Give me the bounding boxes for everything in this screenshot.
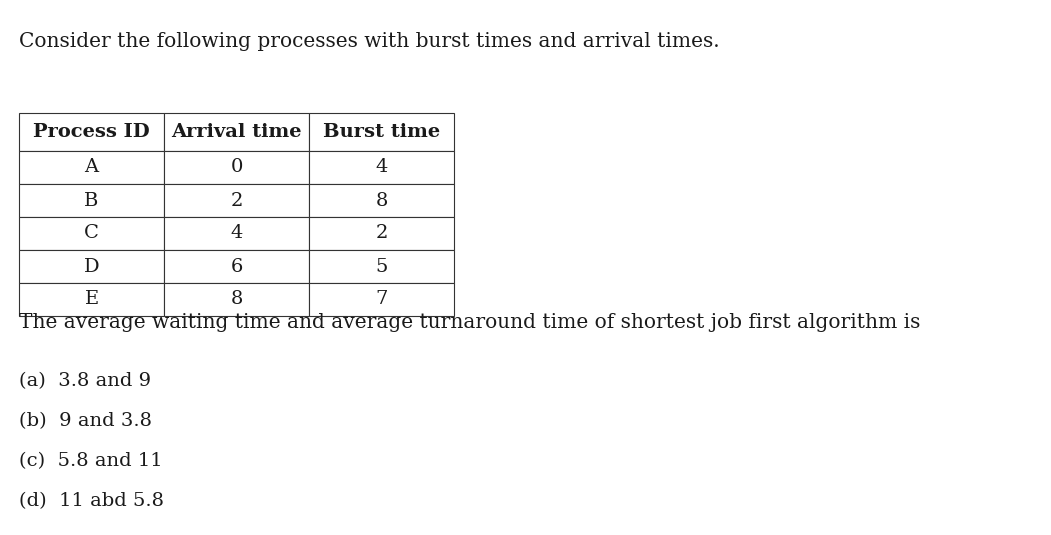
Text: 5: 5 bbox=[375, 257, 388, 276]
Text: C: C bbox=[84, 225, 99, 242]
Text: Arrival time: Arrival time bbox=[171, 123, 302, 141]
Text: 2: 2 bbox=[230, 192, 243, 210]
Text: The average waiting time and average turnaround time of shortest job first algor: The average waiting time and average tur… bbox=[19, 313, 921, 332]
Text: Consider the following processes with burst times and arrival times.: Consider the following processes with bu… bbox=[19, 32, 720, 51]
Text: 0: 0 bbox=[230, 158, 243, 177]
Text: (b)  9 and 3.8: (b) 9 and 3.8 bbox=[19, 412, 152, 430]
Text: Process ID: Process ID bbox=[34, 123, 150, 141]
Text: 6: 6 bbox=[230, 257, 243, 276]
Text: 7: 7 bbox=[375, 291, 388, 309]
Text: D: D bbox=[84, 257, 99, 276]
Text: (c)  5.8 and 11: (c) 5.8 and 11 bbox=[19, 452, 163, 470]
Text: A: A bbox=[84, 158, 99, 177]
Text: 4: 4 bbox=[375, 158, 388, 177]
Text: (a)  3.8 and 9: (a) 3.8 and 9 bbox=[19, 372, 151, 390]
Text: (d)  11 abd 5.8: (d) 11 abd 5.8 bbox=[19, 492, 164, 510]
Text: E: E bbox=[84, 291, 99, 309]
Text: B: B bbox=[84, 192, 99, 210]
Text: 2: 2 bbox=[375, 225, 388, 242]
Text: 4: 4 bbox=[230, 225, 243, 242]
Text: 8: 8 bbox=[230, 291, 243, 309]
Text: 8: 8 bbox=[375, 192, 388, 210]
Text: Burst time: Burst time bbox=[323, 123, 440, 141]
